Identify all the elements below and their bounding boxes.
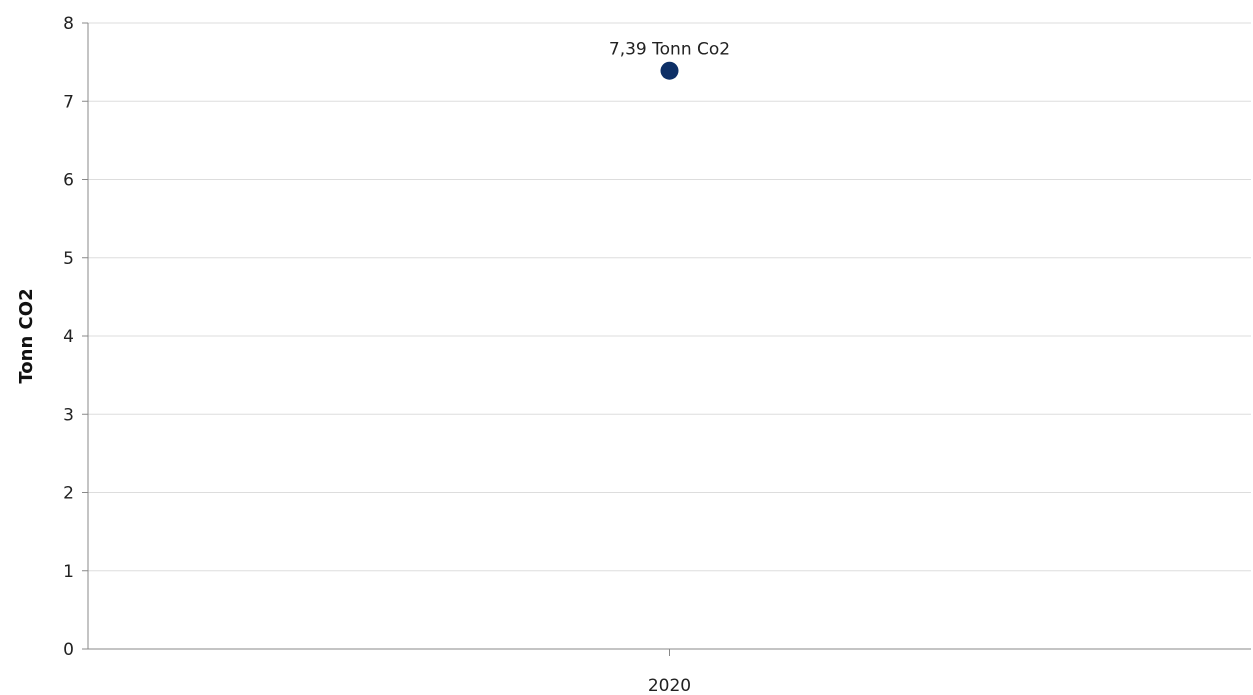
- y-tick-label: 0: [63, 640, 74, 660]
- y-tick-label: 7: [63, 92, 74, 112]
- y-tick-label: 5: [63, 249, 74, 269]
- data-points: [660, 61, 679, 80]
- y-tick-label: 6: [63, 171, 74, 191]
- y-tick-label: 1: [63, 562, 74, 582]
- x-tick-label: 2020: [648, 676, 691, 695]
- y-tick-label: 2: [63, 484, 74, 504]
- y-tick-labels: 0 1 2 3 4 5 6 7 8: [63, 14, 88, 660]
- y-tick-label: 4: [63, 327, 74, 347]
- data-labels: 7,39 Tonn Co2: [609, 40, 730, 60]
- x-tick-labels: 2020: [648, 649, 691, 695]
- y-tick-label: 3: [63, 405, 74, 425]
- y-tick-label: 8: [63, 14, 74, 34]
- gridlines: [88, 22, 1251, 572]
- data-point: [660, 61, 679, 80]
- data-label: 7,39 Tonn Co2: [609, 40, 730, 60]
- y-axis-title: Tonn CO2: [16, 288, 37, 383]
